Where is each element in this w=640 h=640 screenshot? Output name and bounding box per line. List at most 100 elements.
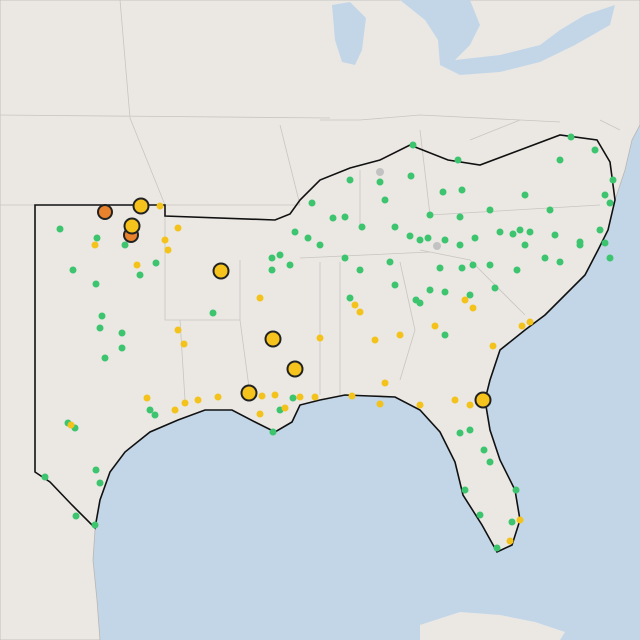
marker-grey[interactable] bbox=[376, 168, 384, 176]
marker-green[interactable] bbox=[509, 230, 517, 238]
marker-green[interactable] bbox=[286, 261, 294, 269]
marker-green[interactable] bbox=[556, 258, 564, 266]
marker-yellow[interactable] bbox=[164, 246, 172, 254]
marker-green[interactable] bbox=[346, 294, 354, 302]
marker-green[interactable] bbox=[424, 234, 432, 242]
marker-green[interactable] bbox=[356, 266, 364, 274]
marker-green[interactable] bbox=[209, 309, 217, 317]
marker-green[interactable] bbox=[546, 206, 554, 214]
marker-yellow[interactable] bbox=[181, 399, 189, 407]
marker-green[interactable] bbox=[391, 223, 399, 231]
marker-green[interactable] bbox=[381, 196, 389, 204]
marker-green[interactable] bbox=[276, 251, 284, 259]
marker-green[interactable] bbox=[391, 281, 399, 289]
marker-green[interactable] bbox=[341, 213, 349, 221]
marker-green[interactable] bbox=[441, 331, 449, 339]
marker-yellow-large[interactable] bbox=[286, 360, 304, 378]
marker-green[interactable] bbox=[439, 188, 447, 196]
marker-green[interactable] bbox=[406, 232, 414, 240]
marker-green[interactable] bbox=[480, 446, 488, 454]
marker-yellow[interactable] bbox=[133, 261, 141, 269]
marker-green[interactable] bbox=[96, 479, 104, 487]
marker-green[interactable] bbox=[458, 264, 466, 272]
marker-yellow[interactable] bbox=[214, 393, 222, 401]
marker-yellow[interactable] bbox=[281, 404, 289, 412]
marker-green[interactable] bbox=[456, 213, 464, 221]
marker-green[interactable] bbox=[136, 271, 144, 279]
marker-green[interactable] bbox=[486, 261, 494, 269]
marker-green[interactable] bbox=[316, 241, 324, 249]
marker-yellow[interactable] bbox=[351, 301, 359, 309]
marker-yellow[interactable] bbox=[381, 379, 389, 387]
marker-green[interactable] bbox=[304, 234, 312, 242]
marker-yellow[interactable] bbox=[316, 334, 324, 342]
marker-green[interactable] bbox=[376, 178, 384, 186]
marker-green[interactable] bbox=[291, 228, 299, 236]
marker-green[interactable] bbox=[41, 473, 49, 481]
marker-green[interactable] bbox=[493, 544, 501, 552]
marker-green[interactable] bbox=[601, 191, 609, 199]
marker-yellow[interactable] bbox=[376, 400, 384, 408]
marker-green[interactable] bbox=[409, 141, 417, 149]
marker-yellow[interactable] bbox=[469, 304, 477, 312]
marker-green[interactable] bbox=[118, 329, 126, 337]
marker-yellow[interactable] bbox=[516, 516, 524, 524]
marker-green[interactable] bbox=[516, 226, 524, 234]
marker-green[interactable] bbox=[606, 254, 614, 262]
marker-yellow[interactable] bbox=[416, 401, 424, 409]
marker-green[interactable] bbox=[601, 239, 609, 247]
marker-green[interactable] bbox=[93, 234, 101, 242]
marker-green[interactable] bbox=[567, 133, 575, 141]
marker-green[interactable] bbox=[121, 241, 129, 249]
marker-yellow[interactable] bbox=[466, 401, 474, 409]
marker-green[interactable] bbox=[268, 266, 276, 274]
marker-green[interactable] bbox=[469, 261, 477, 269]
marker-yellow-large[interactable] bbox=[240, 384, 258, 402]
marker-yellow[interactable] bbox=[348, 392, 356, 400]
marker-yellow[interactable] bbox=[143, 394, 151, 402]
marker-yellow[interactable] bbox=[518, 322, 526, 330]
marker-green[interactable] bbox=[341, 254, 349, 262]
marker-orange[interactable] bbox=[97, 204, 113, 220]
marker-green[interactable] bbox=[441, 236, 449, 244]
marker-green[interactable] bbox=[461, 486, 469, 494]
marker-yellow[interactable] bbox=[489, 342, 497, 350]
marker-green[interactable] bbox=[268, 254, 276, 262]
marker-yellow[interactable] bbox=[171, 406, 179, 414]
marker-green[interactable] bbox=[551, 231, 559, 239]
marker-green[interactable] bbox=[329, 214, 337, 222]
marker-green[interactable] bbox=[513, 266, 521, 274]
marker-yellow[interactable] bbox=[311, 393, 319, 401]
marker-grey[interactable] bbox=[433, 242, 441, 250]
marker-green[interactable] bbox=[556, 156, 564, 164]
marker-yellow[interactable] bbox=[431, 322, 439, 330]
marker-green[interactable] bbox=[151, 411, 159, 419]
marker-yellow[interactable] bbox=[371, 336, 379, 344]
marker-green[interactable] bbox=[521, 241, 529, 249]
marker-yellow[interactable] bbox=[258, 392, 266, 400]
marker-yellow[interactable] bbox=[174, 326, 182, 334]
marker-green[interactable] bbox=[496, 228, 504, 236]
marker-yellow[interactable] bbox=[451, 396, 459, 404]
marker-green[interactable] bbox=[456, 241, 464, 249]
marker-yellow[interactable] bbox=[156, 202, 164, 210]
marker-yellow-large[interactable] bbox=[474, 391, 492, 409]
marker-green[interactable] bbox=[471, 234, 479, 242]
marker-yellow-large[interactable] bbox=[212, 262, 230, 280]
marker-green[interactable] bbox=[441, 288, 449, 296]
marker-green[interactable] bbox=[609, 176, 617, 184]
marker-green[interactable] bbox=[576, 241, 584, 249]
marker-green[interactable] bbox=[91, 521, 99, 529]
marker-green[interactable] bbox=[454, 156, 462, 164]
marker-green[interactable] bbox=[476, 511, 484, 519]
marker-yellow[interactable] bbox=[256, 294, 264, 302]
marker-green[interactable] bbox=[346, 176, 354, 184]
marker-green[interactable] bbox=[456, 429, 464, 437]
marker-yellow[interactable] bbox=[461, 296, 469, 304]
marker-green[interactable] bbox=[426, 211, 434, 219]
marker-green[interactable] bbox=[596, 226, 604, 234]
marker-green[interactable] bbox=[466, 426, 474, 434]
marker-green[interactable] bbox=[486, 206, 494, 214]
marker-yellow[interactable] bbox=[180, 340, 188, 348]
marker-yellow[interactable] bbox=[506, 537, 514, 545]
